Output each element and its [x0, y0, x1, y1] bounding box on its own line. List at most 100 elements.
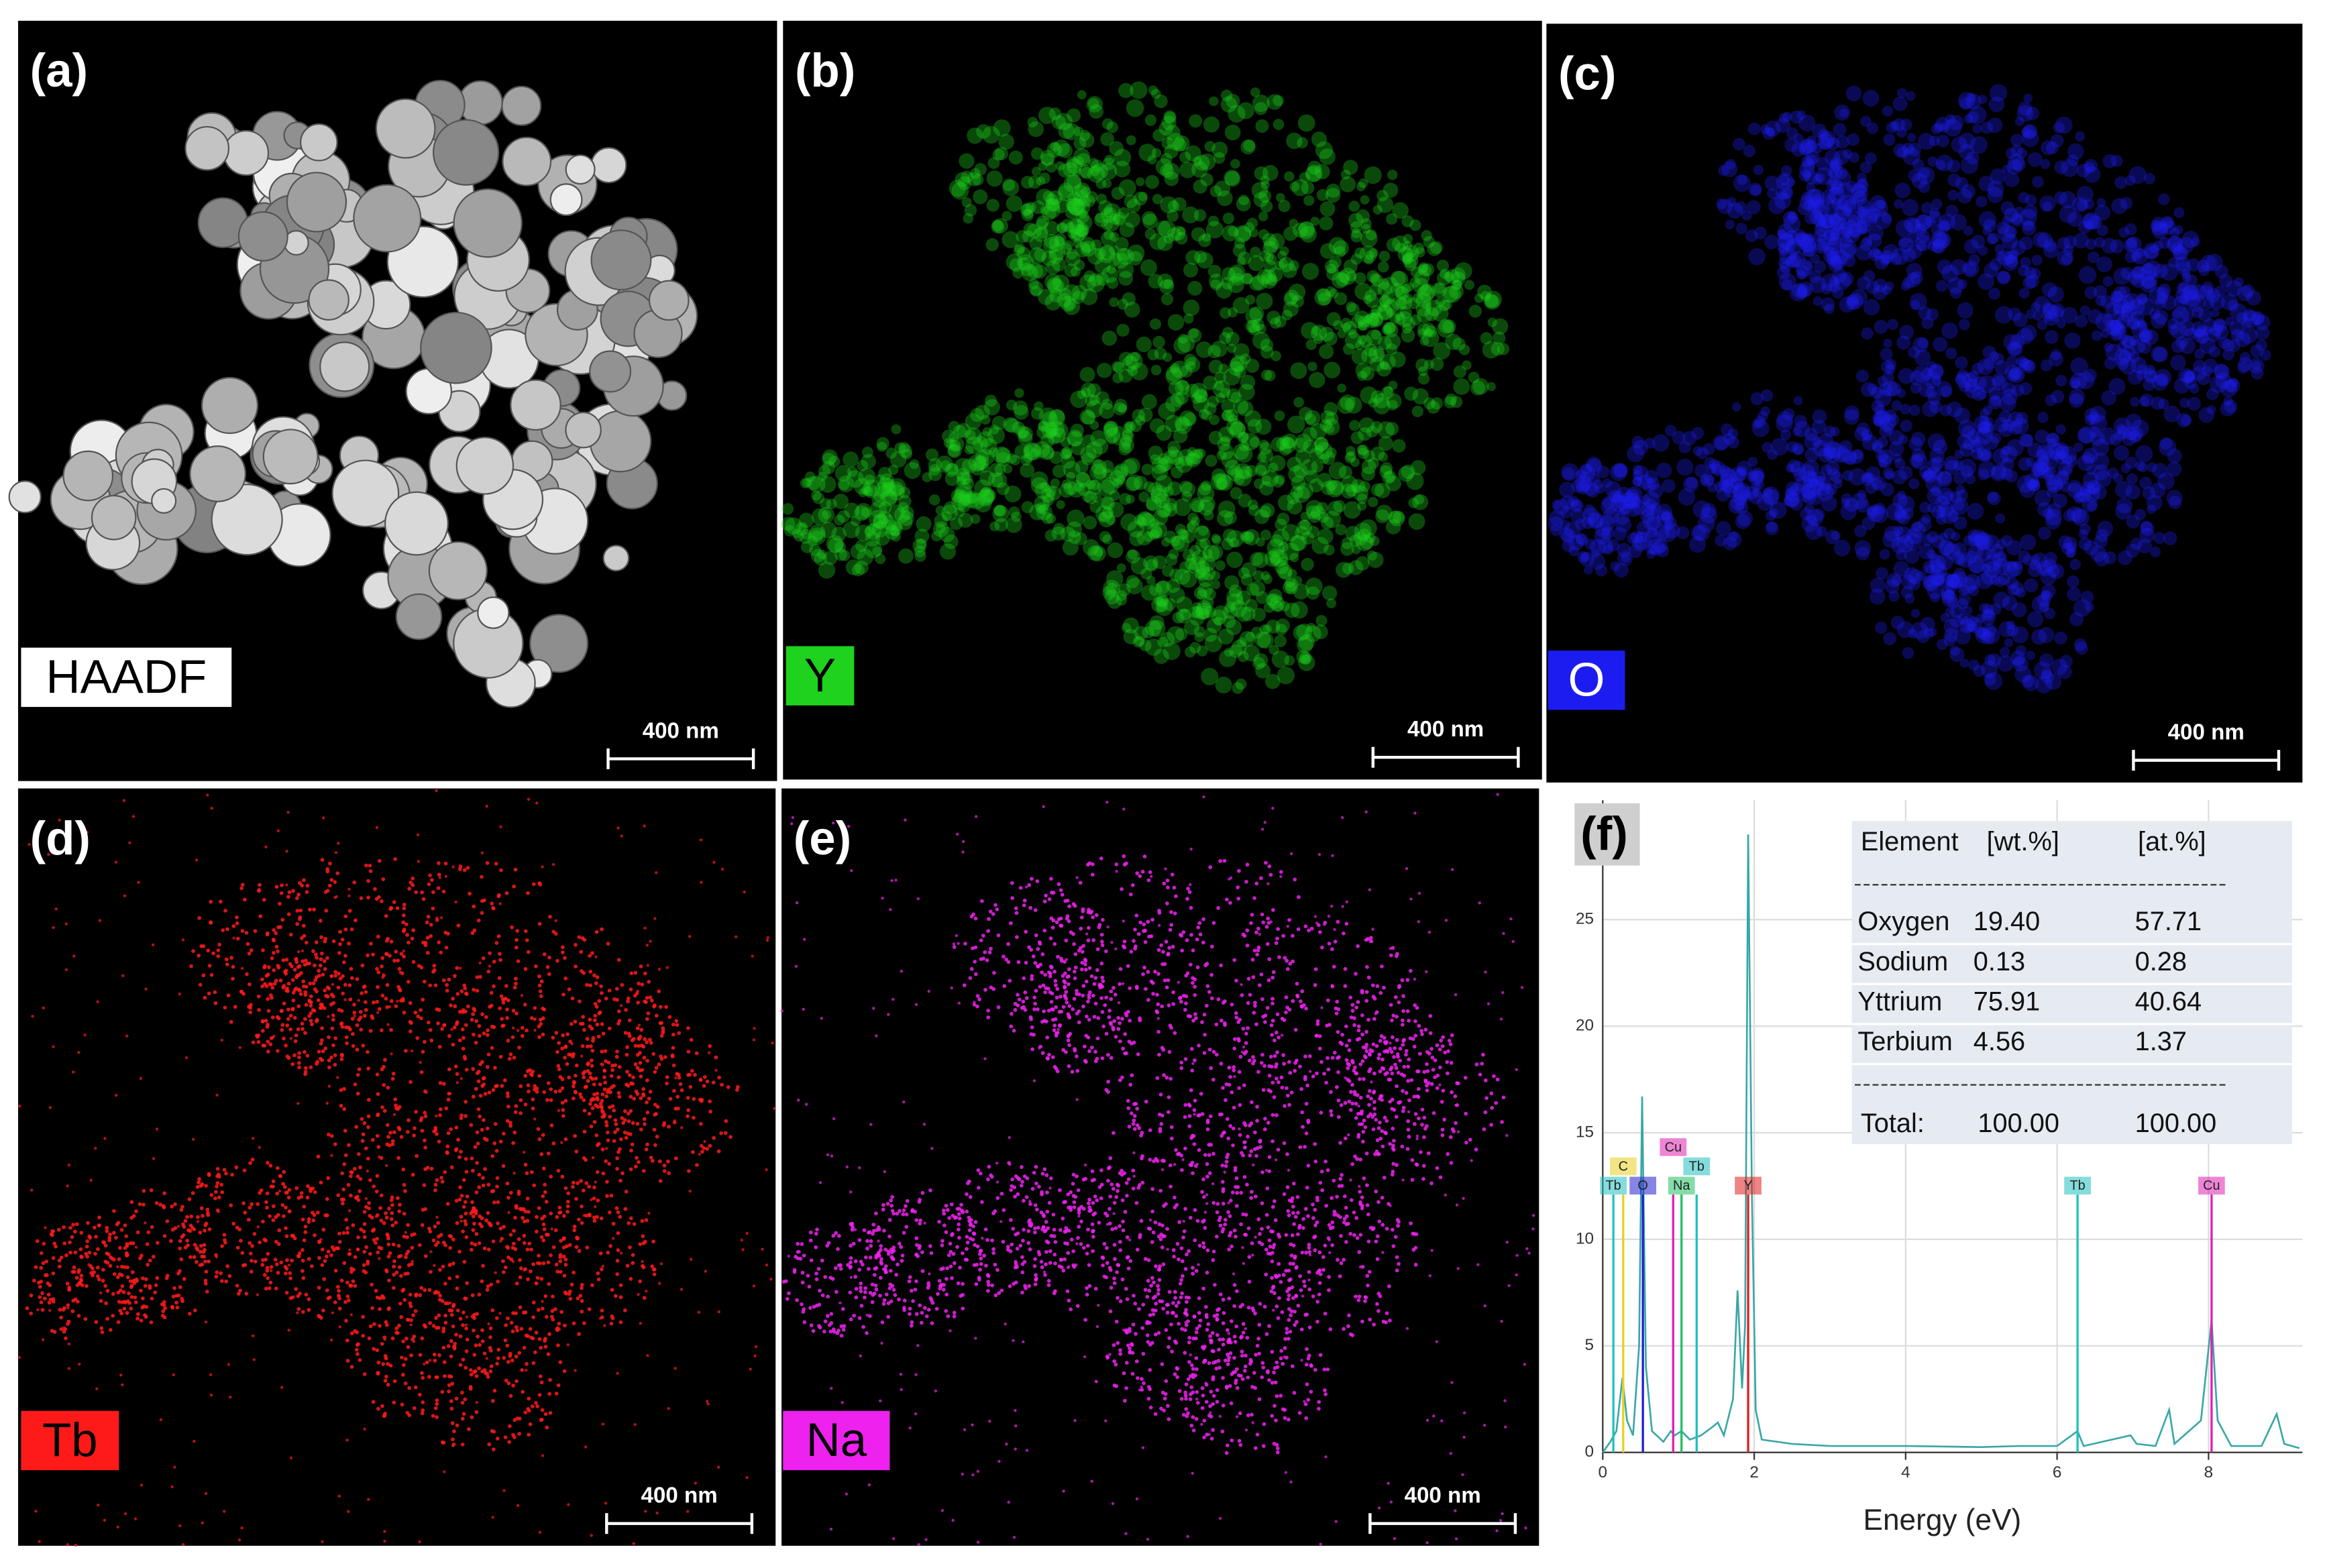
signal-dot	[634, 1089, 639, 1094]
signal-dot	[1285, 577, 1295, 588]
signal-dot	[248, 1010, 253, 1015]
signal-dot	[1323, 544, 1335, 556]
signal-dot	[1378, 304, 1393, 320]
signal-dot	[380, 956, 385, 960]
signal-dot	[1917, 517, 1932, 532]
signal-dot	[247, 951, 252, 956]
signal-dot	[2069, 559, 2081, 571]
signal-dot	[1767, 188, 1778, 200]
signal-dot	[344, 1217, 348, 1222]
signal-dot	[1119, 222, 1135, 237]
signal-dot	[1120, 459, 1138, 476]
signal-dot	[400, 1373, 405, 1377]
signal-dot	[1061, 449, 1071, 459]
signal-dot	[1291, 475, 1306, 490]
particle	[237, 211, 288, 262]
signal-dot	[404, 1048, 408, 1053]
signal-dot	[1831, 530, 1841, 541]
signal-dot	[1173, 337, 1191, 354]
signal-dot	[1378, 335, 1392, 350]
signal-dot	[1998, 423, 2013, 437]
signal-dot	[728, 1135, 733, 1139]
signal-dot	[1008, 506, 1020, 518]
signal-dot	[560, 1077, 565, 1082]
signal-dot	[863, 486, 873, 497]
signal-dot	[1904, 594, 1915, 604]
signal-dot	[1177, 226, 1186, 236]
signal-dot	[2179, 398, 2190, 408]
signal-dot	[1164, 530, 1177, 543]
signal-dot	[1819, 433, 1834, 447]
signal-dot	[325, 956, 329, 960]
particle	[384, 491, 449, 556]
signal-dot	[2039, 195, 2056, 212]
signal-dot	[964, 427, 982, 445]
signal-dot	[472, 904, 476, 909]
signal-dot	[1236, 590, 1251, 606]
signal-dot	[985, 238, 999, 251]
signal-dot	[967, 127, 983, 144]
signal-dot	[985, 394, 997, 407]
signal-dot	[1867, 505, 1880, 518]
signal-dot	[1402, 255, 1412, 265]
signal-dot	[2234, 277, 2244, 287]
signal-dot	[1706, 464, 1717, 475]
signal-dot	[321, 972, 325, 977]
signal-dot	[991, 220, 1005, 234]
signal-dot	[2078, 266, 2097, 284]
signal-dot	[563, 1323, 567, 1328]
signal-dot	[1919, 502, 1931, 514]
signal-dot	[1160, 293, 1174, 306]
signal-dot	[462, 868, 467, 873]
signal-dot	[1132, 636, 1144, 648]
signal-dot	[446, 1344, 451, 1348]
signal-dot	[1092, 492, 1102, 503]
signal-dot	[511, 1384, 516, 1388]
signal-dot	[1144, 114, 1156, 126]
signal-dot	[405, 1129, 410, 1134]
signal-dot	[960, 494, 972, 506]
signal-dot	[1927, 488, 1943, 505]
signal-dot	[1116, 247, 1130, 262]
signal-dot	[440, 1390, 445, 1394]
signal-dot	[1226, 551, 1243, 568]
signal-dot	[1275, 192, 1285, 203]
signal-dot	[506, 1359, 510, 1364]
signal-dot	[1941, 322, 1958, 339]
signal-dot	[274, 885, 279, 889]
signal-dot	[215, 1167, 220, 1171]
signal-dot	[798, 512, 814, 528]
signal-dot	[1357, 501, 1367, 511]
signal-dot	[994, 518, 1009, 532]
signal-dot	[877, 484, 891, 497]
signal-dot	[357, 1067, 362, 1072]
signal-dot	[1404, 258, 1417, 272]
signal-dot	[180, 1205, 184, 1209]
signal-dot	[1256, 292, 1273, 310]
signal-dot	[1025, 202, 1036, 213]
signal-dot	[1358, 319, 1370, 331]
signal-dot	[72, 1229, 77, 1234]
signal-dot	[1764, 234, 1779, 249]
signal-dot	[538, 1374, 543, 1379]
signal-dot	[1676, 526, 1690, 540]
signal-dot	[869, 501, 887, 518]
signal-dot	[1113, 361, 1125, 374]
signal-dot	[1046, 277, 1063, 293]
signal-dot	[236, 1292, 241, 1296]
signal-dot	[1955, 372, 1972, 388]
signal-dot	[331, 1043, 335, 1048]
signal-dot	[1370, 283, 1383, 296]
signal-dot	[1340, 176, 1356, 192]
signal-dot	[1232, 297, 1250, 314]
signal-dot	[1048, 235, 1065, 251]
signal-dot	[2206, 327, 2221, 342]
signal-dot	[1101, 496, 1116, 510]
signal-dot	[40, 1308, 45, 1312]
signal-dot	[1595, 564, 1608, 577]
signal-dot	[2032, 176, 2044, 188]
signal-dot	[1014, 388, 1024, 398]
signal-dot	[1100, 132, 1114, 146]
signal-dot	[964, 445, 974, 455]
signal-dot	[1204, 606, 1216, 618]
